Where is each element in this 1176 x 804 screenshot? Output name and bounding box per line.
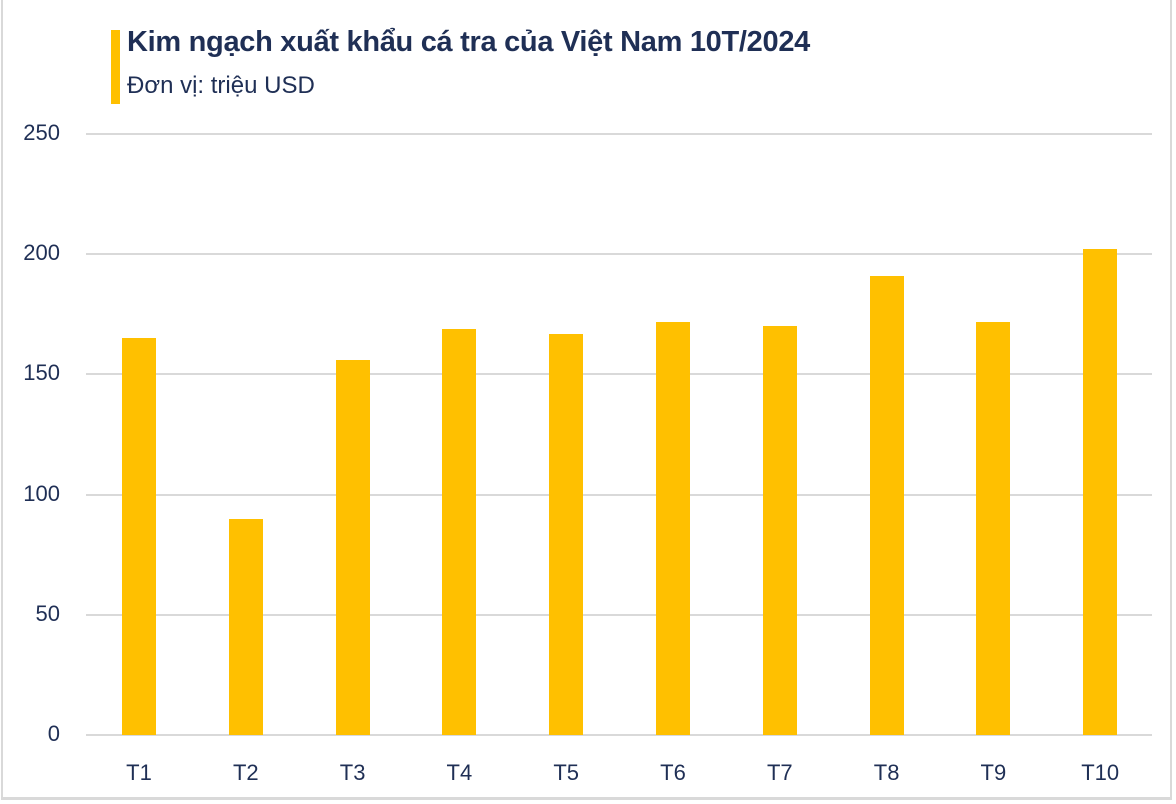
x-tick-label: T7 <box>766 760 793 785</box>
x-tick-label: T6 <box>660 760 686 785</box>
gridline <box>86 373 1152 376</box>
y-tick-label: 0 <box>47 721 60 746</box>
bar-t8 <box>869 275 904 735</box>
bar-t6 <box>656 321 690 735</box>
x-tick-label: T9 <box>980 760 1007 785</box>
y-tick-label: 50 <box>35 600 60 626</box>
gridline <box>86 613 1152 616</box>
x-tick-label: T8 <box>873 760 900 785</box>
bar-t7 <box>762 326 797 735</box>
chart-title: Kim ngạch xuất khẩu cá tra của Việt Nam … <box>127 26 810 58</box>
bar-t5 <box>549 333 584 735</box>
gridline <box>86 734 1152 736</box>
bar-t10 <box>1083 249 1118 735</box>
y-tick-label: 100 <box>23 480 60 506</box>
x-tick-label: T5 <box>553 760 580 785</box>
y-tick-label: 150 <box>23 360 60 386</box>
x-tick-label: T1 <box>126 760 152 785</box>
bar-t1 <box>122 338 156 735</box>
gridline <box>86 253 1152 256</box>
y-tick-label: 200 <box>23 240 60 266</box>
bar-t2 <box>228 518 263 735</box>
x-tick-label: T10 <box>1081 760 1120 785</box>
gridline <box>86 493 1152 496</box>
x-tick-label: T4 <box>446 760 473 785</box>
gridline <box>86 133 1152 135</box>
bar-t3 <box>335 359 370 735</box>
x-tick-label: T2 <box>232 760 259 785</box>
chart-subtitle: Đơn vị: triệu USD <box>127 72 315 99</box>
bar-t9 <box>976 321 1011 735</box>
x-tick-label: T3 <box>339 760 366 785</box>
title-accent-bar <box>111 30 120 104</box>
bar-t4 <box>442 328 477 735</box>
y-tick-label: 250 <box>23 120 60 145</box>
